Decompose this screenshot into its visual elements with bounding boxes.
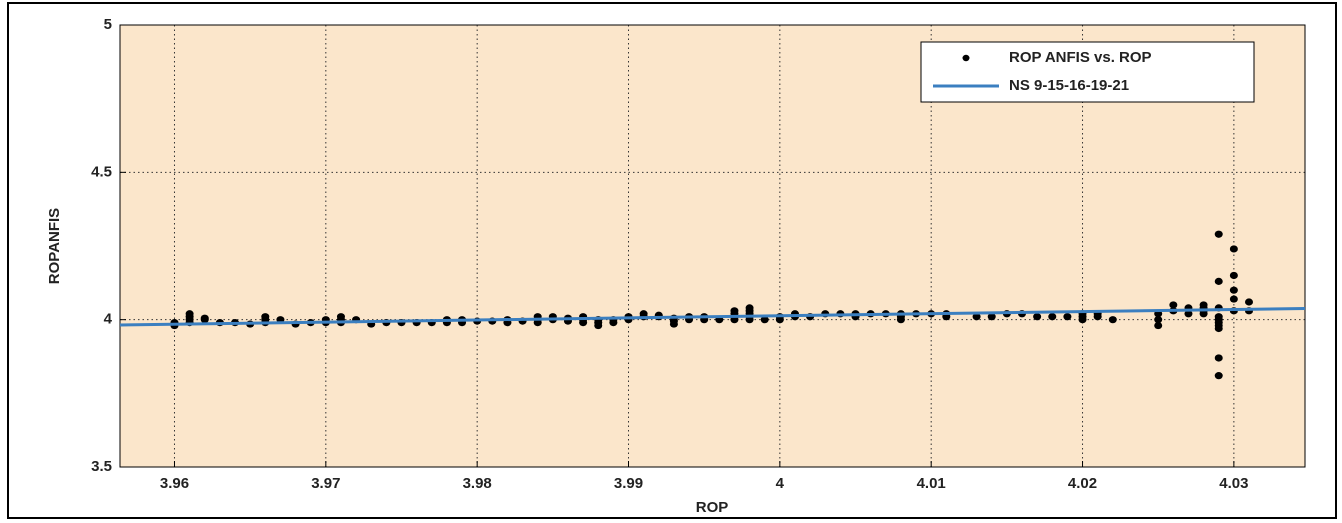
scatter-point xyxy=(1229,295,1238,303)
scatter-point xyxy=(1154,316,1163,324)
legend-label: NS 9-15-16-19-21 xyxy=(1009,77,1129,94)
scatter-point xyxy=(1154,321,1163,330)
x-tick-label: 3.98 xyxy=(463,475,492,492)
x-tick-label: 4 xyxy=(776,475,785,492)
legend-label: ROP ANFIS vs. ROP xyxy=(1009,49,1152,66)
scatter-point xyxy=(987,313,996,321)
scatter-point xyxy=(1048,313,1057,321)
scatter-point xyxy=(261,313,270,321)
y-tick-label: 5 xyxy=(104,16,112,33)
scatter-point xyxy=(1245,298,1254,306)
scatter-point xyxy=(745,304,754,312)
scatter-point xyxy=(1108,316,1117,324)
x-tick-label: 4.02 xyxy=(1068,475,1097,492)
scatter-point xyxy=(336,313,345,321)
x-tick-label: 3.97 xyxy=(311,475,340,492)
scatter-point xyxy=(1229,286,1238,294)
y-tick-label: 4 xyxy=(104,311,113,328)
x-tick-label: 3.99 xyxy=(614,475,643,492)
scatter-point xyxy=(1229,271,1238,280)
scatter-point xyxy=(200,314,209,322)
scatter-point xyxy=(1033,313,1042,321)
legend-marker xyxy=(962,54,970,62)
scatter-point xyxy=(1229,245,1238,253)
x-tick-label: 4.03 xyxy=(1219,475,1248,492)
legend-box xyxy=(920,41,1255,103)
scatter-point xyxy=(760,316,769,324)
scatter-point xyxy=(1214,372,1223,380)
scatter-point xyxy=(1214,354,1223,362)
x-axis-label: ROP xyxy=(696,499,729,516)
scatter-point xyxy=(1214,277,1223,285)
scatter-point xyxy=(1214,230,1223,238)
y-tick-label: 4.5 xyxy=(91,163,112,180)
scatter-point xyxy=(1199,301,1208,309)
y-tick-label: 3.5 xyxy=(91,458,112,475)
fit-line xyxy=(120,306,1305,327)
y-axis-label: ROPANFIS xyxy=(46,208,63,284)
scatter-point xyxy=(639,310,648,318)
scatter-point xyxy=(972,313,981,321)
x-tick-label: 3.96 xyxy=(160,475,189,492)
scatter-point xyxy=(1214,313,1223,321)
scatter-point xyxy=(1169,301,1178,309)
x-tick-label: 4.01 xyxy=(917,475,946,492)
scatter-point xyxy=(185,310,194,318)
scatter-point xyxy=(730,307,739,315)
axes-box xyxy=(119,24,1306,468)
scatter-point xyxy=(1063,313,1072,321)
scatter-point xyxy=(1184,310,1193,318)
